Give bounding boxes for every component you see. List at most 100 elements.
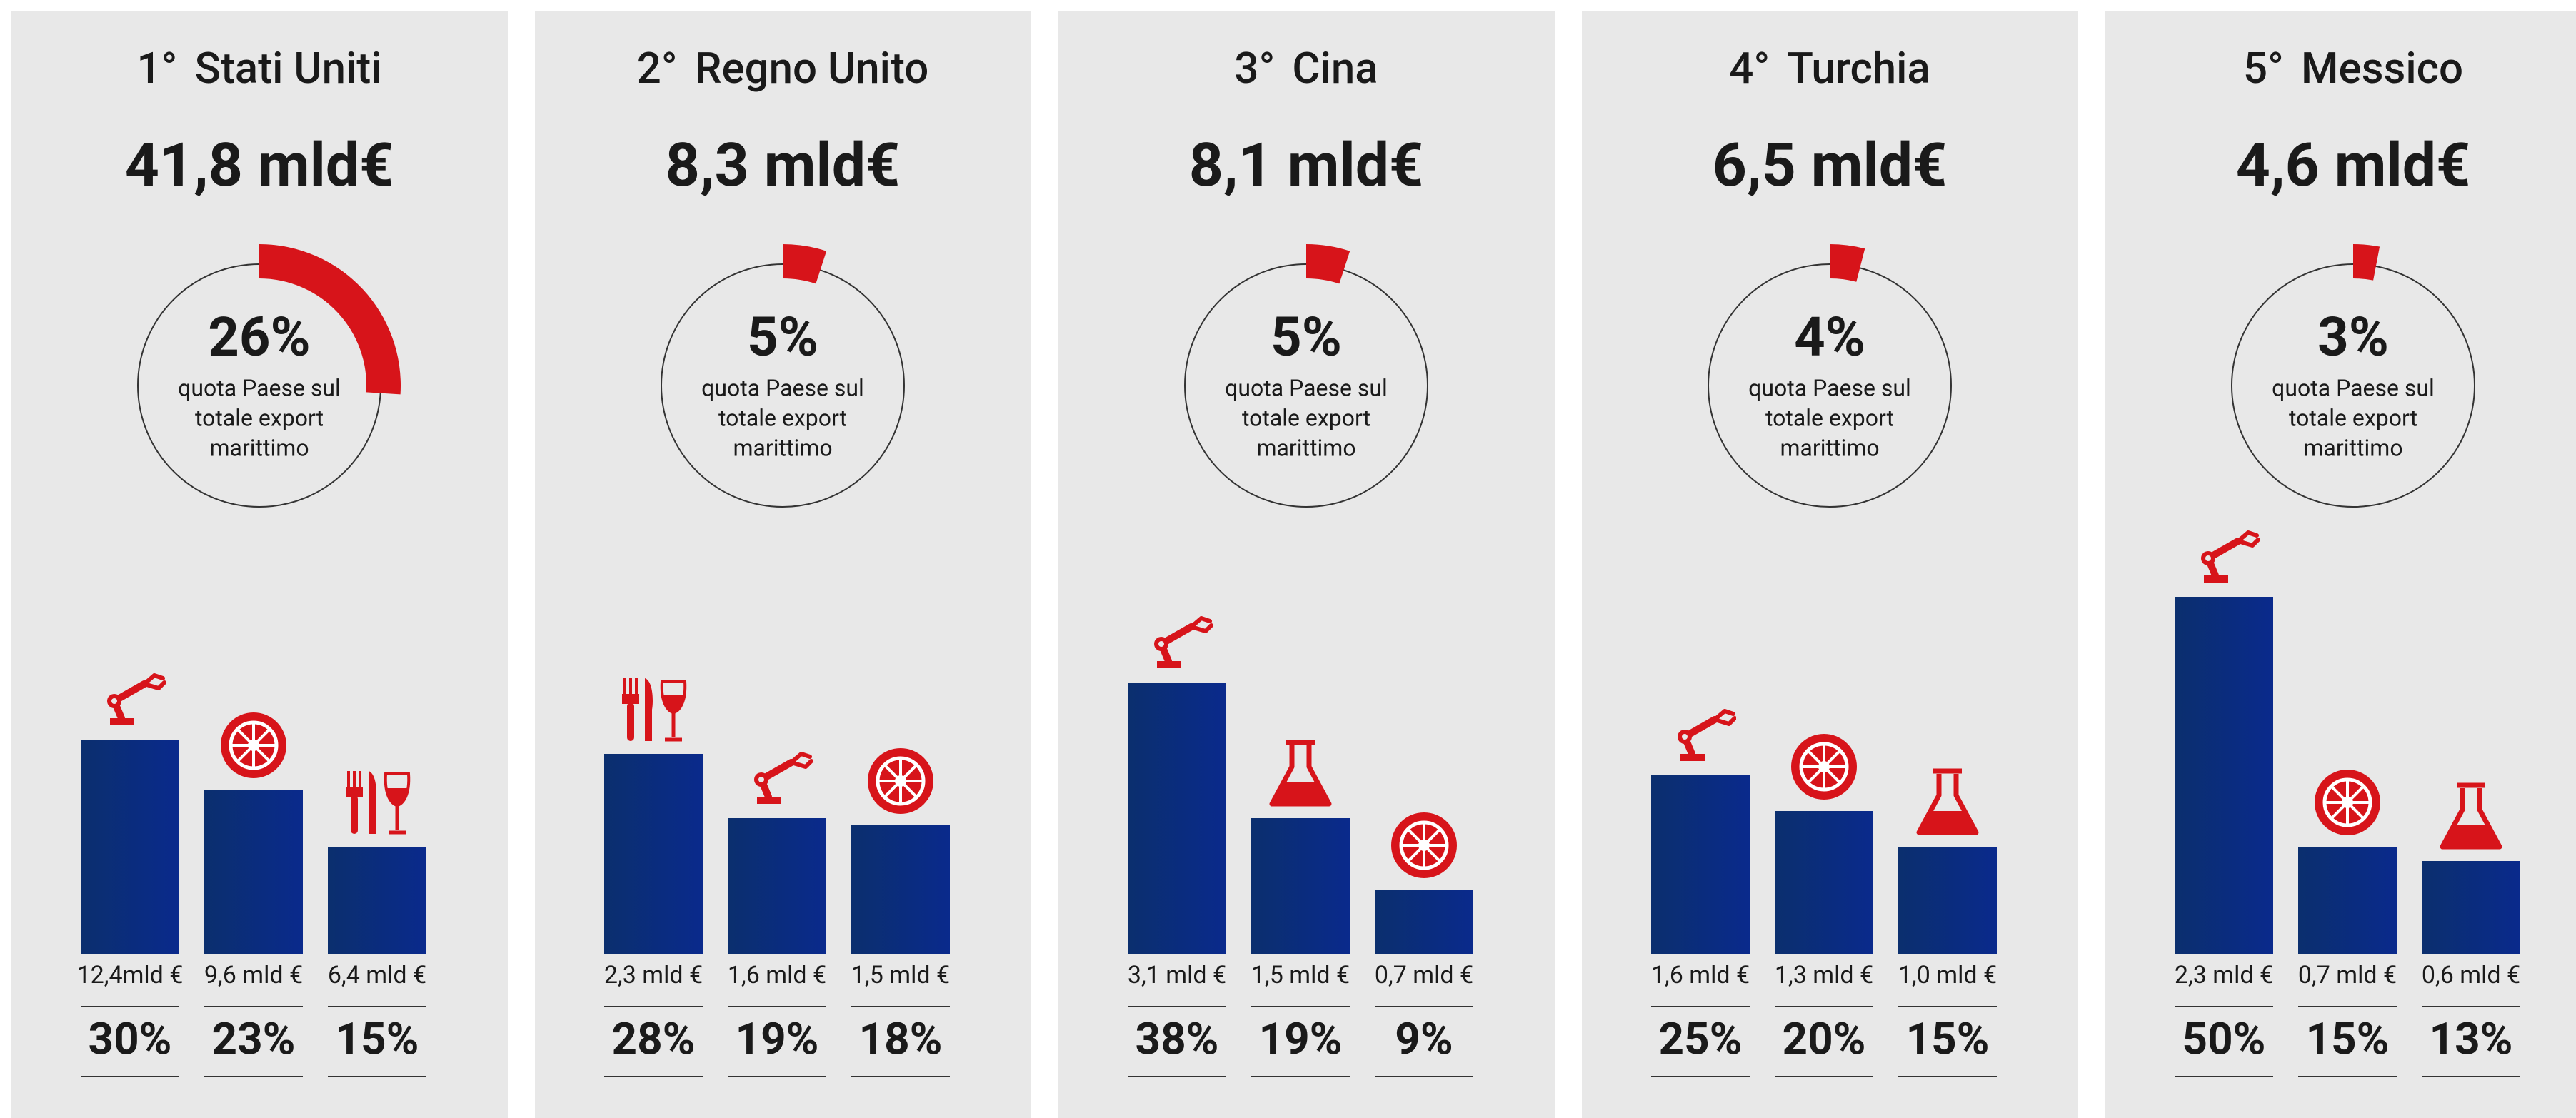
country-panel: 3° Cina 8,1 mld€ 5% quota Paese sul totale ex… <box>1058 11 1555 1118</box>
panel-title: 5° Messico <box>2243 43 2463 94</box>
share-arc <box>2353 244 2380 281</box>
country: Messico <box>2301 43 2463 94</box>
amount-label: 2,3 mld € <box>604 961 703 989</box>
value-label: 28% <box>612 1013 696 1065</box>
panel-title: 1° Stati Uniti <box>136 43 381 94</box>
share-caption: totale export <box>1765 404 1894 431</box>
value-label: 19% <box>736 1013 819 1065</box>
panel-title: 4° Turchia <box>1729 43 1930 94</box>
amount-label: 1,0 mld € <box>1898 961 1997 989</box>
amount-label: 12,4mld € <box>77 961 184 989</box>
rank: 5° <box>2243 43 2284 94</box>
sector-icon <box>1791 734 1857 800</box>
country: Stati Uniti <box>194 43 381 94</box>
share-caption: marittimo <box>1256 434 1355 461</box>
bar <box>204 790 303 954</box>
share-caption: marittimo <box>733 434 832 461</box>
rank: 2° <box>637 43 678 94</box>
bar <box>81 740 179 954</box>
value-label: 23% <box>212 1013 296 1065</box>
rank: 4° <box>1729 43 1770 94</box>
value-label: 15% <box>2306 1013 2390 1065</box>
country: Turchia <box>1787 43 1930 94</box>
value-label: 9% <box>1395 1013 1453 1065</box>
share-label: 26% <box>208 305 310 369</box>
value-label: 25% <box>1659 1013 1743 1065</box>
bar <box>1898 847 1997 954</box>
amount-label: 9,6 mld € <box>204 961 303 989</box>
share-caption: quota Paese sul <box>1748 374 1911 401</box>
value-label: 18% <box>859 1013 943 1065</box>
total-export: 8,3 mld€ <box>666 130 900 201</box>
amount-label: 0,7 mld € <box>2298 961 2397 989</box>
bar <box>328 847 426 954</box>
share-arc <box>259 244 401 395</box>
amount-label: 6,4 mld € <box>328 961 426 989</box>
total-export: 4,6 mld€ <box>2236 130 2470 201</box>
share-label: 4% <box>1794 305 1865 369</box>
bar <box>2175 597 2273 954</box>
amount-label: 2,3 mld € <box>2175 961 2273 989</box>
share-arc <box>1830 244 1865 282</box>
amount-label: 1,3 mld € <box>1775 961 1873 989</box>
amount-label: 1,6 mld € <box>1651 961 1750 989</box>
share-label: 3% <box>2317 305 2389 369</box>
share-arc <box>783 244 827 284</box>
bar <box>1775 811 1873 954</box>
country-panel: 4° Turchia 6,5 mld€ 4% quota Paese sul totale… <box>1582 11 2078 1118</box>
share-label: 5% <box>747 305 818 369</box>
bar <box>1375 890 1473 954</box>
share-caption: quota Paese sul <box>2272 374 2435 401</box>
panel-title: 3° Cina <box>1234 43 1378 94</box>
country-panel: 2° Regno Unito 8,3 mld€ 5% quota Paese sul to… <box>535 11 1031 1118</box>
share-caption: marittimo <box>209 434 309 461</box>
sector-icon <box>1391 812 1457 878</box>
sector-icon <box>221 712 286 778</box>
share-arc <box>1306 244 1350 284</box>
amount-label: 1,5 mld € <box>851 961 950 989</box>
amount-label: 0,6 mld € <box>2422 961 2520 989</box>
share-caption: quota Paese sul <box>1225 374 1388 401</box>
value-label: 15% <box>336 1013 419 1065</box>
share-caption: quota Paese sul <box>701 374 864 401</box>
value-label: 19% <box>1259 1013 1343 1065</box>
country: Regno Unito <box>695 43 929 94</box>
amount-label: 1,5 mld € <box>1251 961 1350 989</box>
sector-icon <box>2315 770 2380 835</box>
share-caption: quota Paese sul <box>178 374 341 401</box>
bar <box>604 754 703 954</box>
bar <box>1651 775 1750 954</box>
country-panel: 5° Messico 4,6 mld€ 3% quota Paese sul totale… <box>2105 11 2576 1118</box>
share-label: 5% <box>1271 305 1342 369</box>
country-panel: 1° Stati Uniti 41,8 mld€ 26% quota Paese sul… <box>11 11 508 1118</box>
total-export: 41,8 mld€ <box>125 130 394 201</box>
rank: 1° <box>136 43 177 94</box>
share-caption: totale export <box>195 404 324 431</box>
bar <box>2422 861 2520 954</box>
total-export: 8,1 mld€ <box>1189 130 1423 201</box>
bar <box>2298 847 2397 954</box>
bar <box>728 818 826 954</box>
share-caption: marittimo <box>1780 434 1879 461</box>
rank: 3° <box>1234 43 1275 94</box>
bar <box>1128 683 1226 954</box>
amount-label: 0,7 mld € <box>1375 961 1473 989</box>
value-label: 50% <box>2182 1013 2266 1065</box>
sector-icon <box>868 748 933 814</box>
share-caption: marittimo <box>2303 434 2402 461</box>
panel-title: 2° Regno Unito <box>637 43 929 94</box>
total-export: 6,5 mld€ <box>1713 130 1947 201</box>
bar <box>851 825 950 954</box>
bar <box>1251 818 1350 954</box>
share-caption: totale export <box>1242 404 1370 431</box>
value-label: 20% <box>1783 1013 1866 1065</box>
value-label: 13% <box>2430 1013 2513 1065</box>
value-label: 38% <box>1136 1013 1219 1065</box>
amount-label: 1,6 mld € <box>728 961 826 989</box>
value-label: 30% <box>89 1013 172 1065</box>
share-caption: totale export <box>718 404 847 431</box>
country: Cina <box>1292 43 1378 94</box>
share-caption: totale export <box>2289 404 2417 431</box>
value-label: 15% <box>1906 1013 1990 1065</box>
